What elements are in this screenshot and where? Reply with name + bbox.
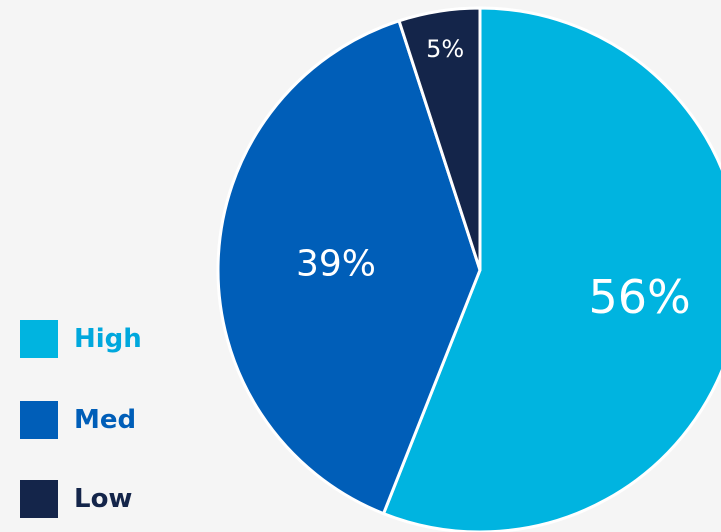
legend-swatch-high	[20, 320, 58, 358]
legend-label-med: Med	[74, 405, 137, 435]
legend-item-med: Med	[20, 401, 136, 439]
pie-slice-high	[382, 6, 721, 532]
pie-slice-med	[216, 19, 482, 516]
legend-swatch-low	[20, 480, 58, 518]
legend-label-high: High	[74, 324, 142, 354]
legend-label-low: Low	[74, 484, 133, 514]
slice-label-high: 56%	[588, 270, 690, 324]
slice-label-low: 5%	[426, 35, 464, 63]
slice-label-med: 39%	[296, 244, 376, 285]
legend-swatch-med	[20, 401, 58, 439]
legend-item-high: High	[20, 320, 142, 358]
pie-slice-low	[397, 6, 482, 272]
legend-item-low: Low	[20, 480, 132, 518]
